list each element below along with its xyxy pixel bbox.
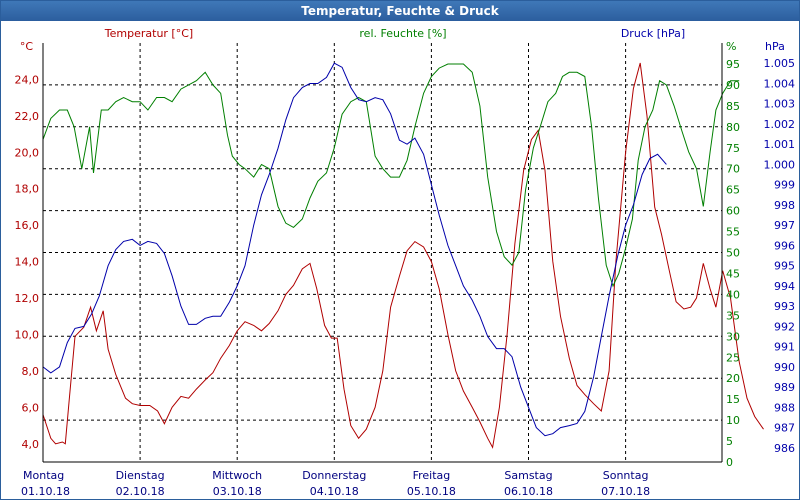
tick-label-humidity: 30: [726, 330, 740, 343]
tick-label-temperature: 4,0: [22, 438, 40, 451]
tick-label-humidity: 80: [726, 121, 740, 134]
axis-labels: 4,0 6,0 8,0 10,0 12,0 14,0 16,0 18,0 20,0 22,0 24,…: [15, 27, 796, 498]
series-line-humidity: [42, 63, 740, 288]
series-line-temperature: [42, 62, 764, 449]
x-tick-date: 04.10.18: [310, 485, 359, 498]
tick-label-humidity: 25: [726, 351, 740, 364]
tick-label-temperature: 12,0: [15, 292, 40, 305]
unit-label-humidity: %: [726, 40, 736, 53]
tick-label-humidity: 10: [726, 414, 740, 427]
tick-label-pressure: 992: [774, 320, 795, 333]
tick-label-temperature: 22,0: [15, 110, 40, 123]
unit-label-temperature: °C: [20, 40, 34, 53]
x-tick-day: Freitag: [413, 469, 451, 482]
series-line-pressure: [42, 62, 667, 437]
tick-label-pressure: 991: [774, 341, 795, 354]
x-tick-date: 07.10.18: [601, 485, 650, 498]
tick-label-pressure: 987: [774, 422, 795, 435]
x-tick-date: 05.10.18: [407, 485, 456, 498]
axis-title-humidity: rel. Feuchte [%]: [359, 27, 446, 40]
tick-label-humidity: 90: [726, 79, 740, 92]
tick-label-humidity: 50: [726, 247, 740, 260]
tick-label-humidity: 75: [726, 142, 740, 155]
x-tick-date: 02.10.18: [116, 485, 165, 498]
tick-label-temperature: 14,0: [15, 256, 40, 269]
tick-label-humidity: 70: [726, 163, 740, 176]
x-tick-day: Montag: [23, 469, 64, 482]
weather-chart: 4,0 6,0 8,0 10,0 12,0 14,0 16,0 18,0 20,0 22,0 24,…: [15, 27, 796, 498]
tick-label-temperature: 6,0: [22, 401, 40, 414]
x-tick-day: Samstag: [504, 469, 552, 482]
x-tick-day: Mittwoch: [212, 469, 262, 482]
tick-label-temperature: 20,0: [15, 146, 40, 159]
tick-label-pressure: 990: [774, 361, 795, 374]
x-tick-day: Dienstag: [116, 469, 165, 482]
tick-label-humidity: 85: [726, 100, 740, 113]
tick-label-humidity: 65: [726, 184, 740, 197]
tick-label-pressure: 1.002: [764, 118, 796, 131]
tick-label-temperature: 24,0: [15, 73, 40, 86]
series-lines: [42, 62, 764, 449]
tick-label-pressure: 1.005: [764, 57, 796, 70]
tick-label-pressure: 996: [774, 239, 795, 252]
x-tick-day: Sonntag: [603, 469, 649, 482]
axis-title-pressure: Druck [hPa]: [621, 27, 685, 40]
tick-label-humidity: 35: [726, 309, 740, 322]
x-tick-day: Donnerstag: [302, 469, 366, 482]
tick-label-pressure: 988: [774, 401, 795, 414]
tick-label-temperature: 18,0: [15, 183, 40, 196]
tick-label-pressure: 1.001: [764, 138, 796, 151]
tick-label-humidity: 0: [726, 456, 733, 469]
tick-label-temperature: 16,0: [15, 219, 40, 232]
axis-title-temperature: Temperatur [°C]: [104, 27, 193, 40]
tick-label-humidity: 15: [726, 393, 740, 406]
x-tick-date: 01.10.18: [21, 485, 70, 498]
tick-label-pressure: 1.004: [764, 77, 796, 90]
tick-label-humidity: 40: [726, 288, 740, 301]
tick-label-humidity: 20: [726, 372, 740, 385]
tick-label-pressure: 1.003: [764, 98, 796, 111]
tick-label-pressure: 1.000: [764, 158, 796, 171]
tick-label-humidity: 60: [726, 205, 740, 218]
plot-frame: [42, 43, 723, 463]
x-tick-date: 06.10.18: [504, 485, 553, 498]
tick-label-humidity: 55: [726, 226, 740, 239]
tick-label-pressure: 995: [774, 260, 795, 273]
unit-label-pressure: hPa: [765, 40, 785, 53]
tick-label-temperature: 8,0: [22, 365, 40, 378]
tick-label-humidity: 95: [726, 58, 740, 71]
tick-label-humidity: 5: [726, 435, 733, 448]
tick-label-pressure: 989: [774, 381, 795, 394]
tick-label-pressure: 993: [774, 300, 795, 313]
window-title: Temperatur, Feuchte & Druck: [1, 1, 799, 21]
x-tick-date: 03.10.18: [213, 485, 262, 498]
tick-label-pressure: 986: [774, 442, 795, 455]
tick-label-humidity: 45: [726, 267, 740, 280]
tick-label-pressure: 999: [774, 179, 795, 192]
grid: [43, 43, 722, 462]
tick-label-temperature: 10,0: [15, 328, 40, 341]
tick-label-pressure: 998: [774, 199, 795, 212]
tick-label-pressure: 994: [774, 280, 795, 293]
tick-label-pressure: 997: [774, 219, 795, 232]
